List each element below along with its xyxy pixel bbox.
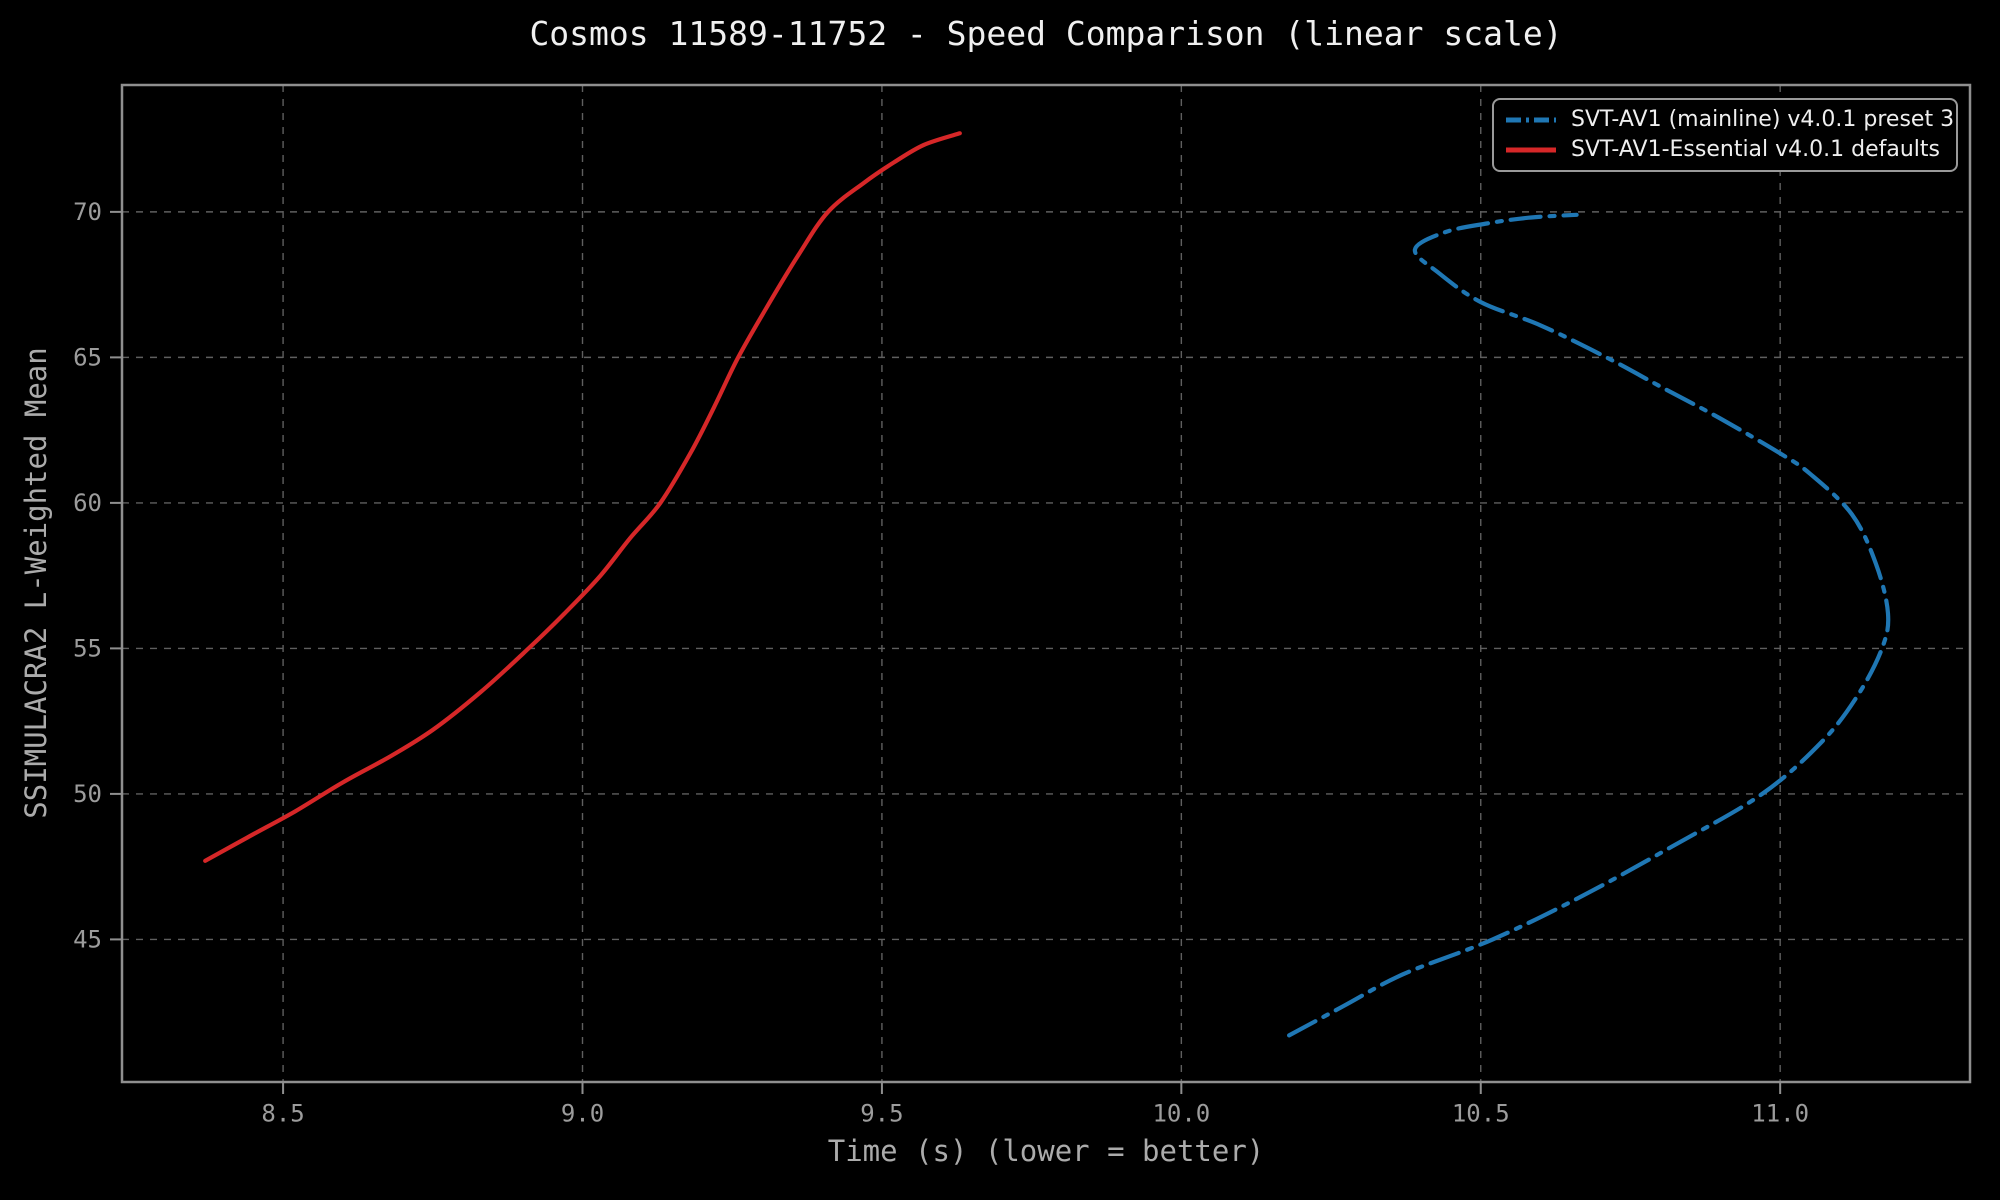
y-tick-label: 60: [73, 489, 102, 517]
gridlines: [122, 85, 1970, 1082]
y-tick-label: 55: [73, 634, 102, 662]
y-tick-label: 65: [73, 343, 102, 371]
y-tick-label: 50: [73, 780, 102, 808]
legend-label: SVT-AV1-Essential v4.0.1 defaults: [1571, 136, 1941, 162]
legend-entry: SVT-AV1-Essential v4.0.1 defaults: [1504, 136, 1946, 162]
series-line-0: [1287, 212, 1891, 1038]
y-axis-label: SSIMULACRA2 L-Weighted Mean: [19, 347, 53, 819]
x-tick-label: 11.0: [1751, 1100, 1809, 1128]
y-tick-label: 70: [73, 198, 102, 226]
chart-title: Cosmos 11589-11752 - Speed Comparison (l…: [529, 14, 1563, 53]
axis-ticks: 8.5 9.0 9.5 10.0 10.5 11.0 45 50 55 60 65 70: [73, 198, 1809, 1128]
series-line-1: [203, 131, 962, 863]
y-tick-label: 45: [73, 925, 102, 953]
x-tick-label: 9.5: [860, 1100, 903, 1128]
x-tick-label: 10.0: [1152, 1100, 1210, 1128]
dashdot-line-icon: [1506, 117, 1556, 123]
legend-label: SVT-AV1 (mainline) v4.0.1 preset 3: [1571, 107, 1955, 133]
plot-spines: [120, 83, 1972, 1084]
legend-entry: SVT-AV1 (mainline) v4.0.1 preset 3: [1504, 108, 1954, 132]
x-axis-label: Time (s) (lower = better): [827, 1134, 1265, 1168]
x-tick-label: 10.5: [1452, 1100, 1510, 1128]
solid-line-icon: [1506, 147, 1556, 153]
x-tick-label: 8.5: [261, 1100, 304, 1128]
x-tick-label: 9.0: [561, 1100, 604, 1128]
legend: SVT-AV1 (mainline) v4.0.1 preset 3 SVT-A…: [1492, 98, 1958, 172]
